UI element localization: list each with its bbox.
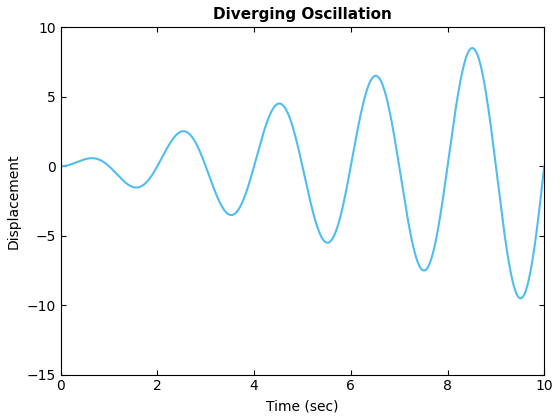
Y-axis label: Displacement: Displacement xyxy=(7,153,21,249)
X-axis label: Time (sec): Time (sec) xyxy=(266,399,339,413)
Title: Diverging Oscillation: Diverging Oscillation xyxy=(213,7,392,22)
